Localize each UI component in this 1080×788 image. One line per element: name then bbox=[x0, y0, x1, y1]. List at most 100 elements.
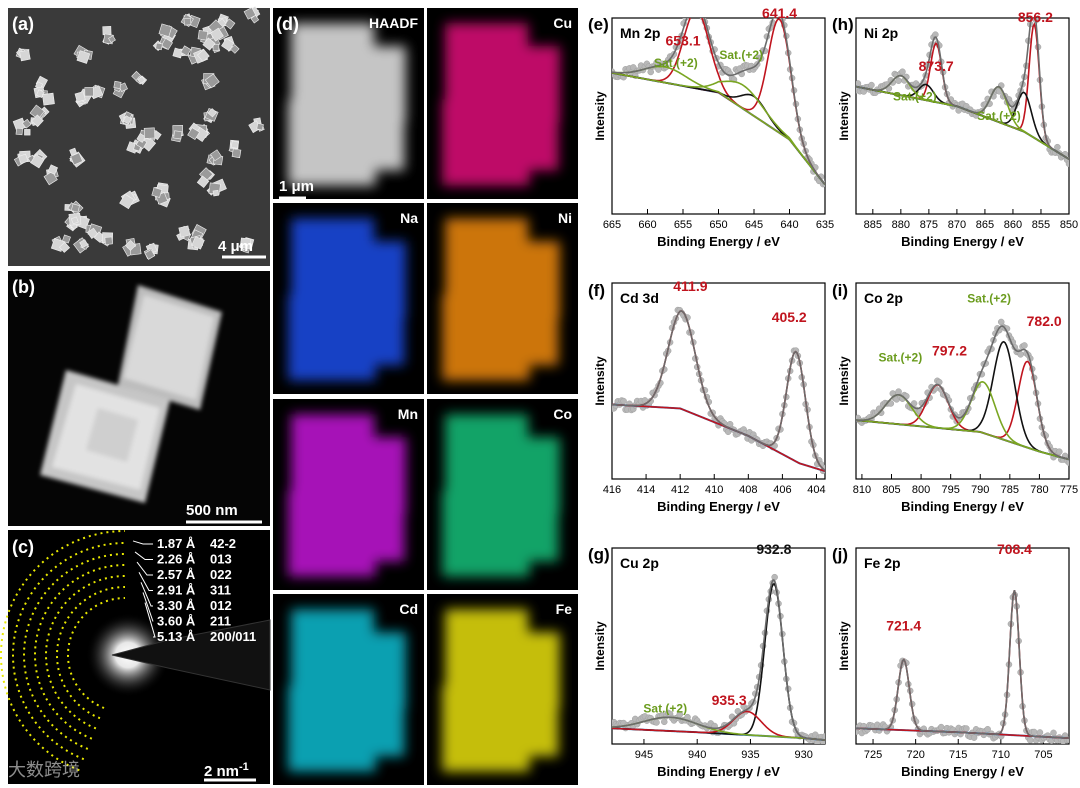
sem-crystal bbox=[187, 127, 200, 140]
diffraction-ring bbox=[34, 564, 126, 740]
data-point bbox=[1036, 729, 1044, 736]
fit-peak bbox=[612, 18, 825, 186]
sem-crystal bbox=[19, 49, 31, 62]
eds-map-haadf: HAADF bbox=[273, 8, 424, 199]
eds-map-label: Ni bbox=[558, 210, 572, 226]
sem-crystal bbox=[86, 227, 99, 240]
x-tick-label: 795 bbox=[941, 484, 959, 496]
chart-title: Ni 2p bbox=[864, 25, 898, 41]
y-axis-label: Intensity bbox=[593, 621, 607, 671]
sem-crystal bbox=[136, 133, 147, 143]
data-point bbox=[688, 4, 694, 10]
sem-crystal bbox=[79, 239, 89, 249]
x-axis-label: Binding Energy / eV bbox=[901, 234, 1024, 249]
eds-map-label: Cd bbox=[399, 601, 418, 617]
plot-frame bbox=[855, 282, 1070, 480]
data-point bbox=[647, 68, 654, 76]
sem-crystal bbox=[15, 127, 23, 136]
x-tick-label: 775 bbox=[1060, 484, 1078, 496]
chart-title: Co 2p bbox=[864, 290, 903, 306]
panel-d-eds: HAADF Cu Na Ni Mn Co Cd Fe (d) 1 μm bbox=[273, 8, 578, 785]
chart-title: Cd 3d bbox=[620, 290, 659, 306]
data-point bbox=[937, 723, 945, 731]
sem-crystal bbox=[61, 234, 71, 244]
fit-peak bbox=[612, 72, 825, 186]
xps-chart-j: (j) Fe 2p 725 720 715 710 705 Binding Energy / … bbox=[832, 541, 1070, 779]
data-point bbox=[620, 397, 627, 405]
ring-leader-line bbox=[140, 582, 153, 607]
panel-c-saed: 1.87 Å 42-2 2.26 Å 013 2.57 Å 022 2.91 Å 311 3.3… bbox=[0, 530, 271, 784]
ring-leader-line bbox=[134, 551, 153, 560]
sem-crystal bbox=[202, 37, 216, 51]
data-point bbox=[1056, 448, 1063, 455]
x-tick-label: 660 bbox=[638, 219, 656, 231]
x-tick-label: 940 bbox=[688, 749, 706, 761]
ring-hkl: 42-2 bbox=[210, 536, 236, 551]
sem-crystal bbox=[119, 193, 135, 210]
sem-crystal bbox=[30, 154, 45, 169]
x-tick-label: 404 bbox=[807, 484, 825, 496]
sem-crystal bbox=[207, 108, 217, 118]
diffraction-ring bbox=[23, 553, 126, 750]
sem-crystal bbox=[137, 76, 146, 85]
data-point bbox=[1017, 351, 1024, 358]
sem-crystal bbox=[178, 225, 191, 238]
data-point bbox=[1030, 728, 1038, 736]
data-point bbox=[661, 718, 668, 726]
plot-frame bbox=[855, 547, 1070, 745]
x-tick-label: 780 bbox=[1030, 484, 1048, 496]
fit-peak bbox=[856, 589, 1069, 739]
envelope-line bbox=[856, 18, 1069, 160]
scale-label-b: 500 nm bbox=[186, 502, 238, 519]
sem-crystal bbox=[24, 129, 31, 136]
ring-leader-line bbox=[144, 602, 156, 638]
peak-label: 405.2 bbox=[772, 309, 807, 325]
sem-crystal bbox=[70, 152, 83, 166]
background-line bbox=[856, 419, 1069, 461]
x-tick-label: 875 bbox=[920, 219, 938, 231]
ring-leader-line bbox=[132, 540, 153, 545]
diffraction-ring bbox=[45, 575, 126, 730]
x-tick-label: 810 bbox=[853, 484, 871, 496]
fit-peak bbox=[612, 310, 825, 472]
panel-label-b: (b) bbox=[12, 277, 35, 297]
data-point bbox=[686, 6, 692, 12]
sem-crystal bbox=[21, 118, 32, 129]
sem-crystal bbox=[204, 73, 220, 89]
data-point bbox=[771, 573, 778, 581]
x-tick-label: 860 bbox=[1004, 219, 1022, 231]
peak-label: 721.4 bbox=[886, 617, 921, 633]
ring-hkl: 311 bbox=[210, 583, 231, 598]
sem-crystal bbox=[212, 44, 220, 51]
eds-map-label: Cu bbox=[553, 15, 572, 31]
data-point bbox=[899, 68, 906, 75]
scale-label-d: 1 μm bbox=[279, 178, 314, 195]
eds-map-mn: Mn bbox=[273, 399, 424, 590]
satellite-label: Sat.(+2) bbox=[893, 89, 937, 103]
x-tick-label: 870 bbox=[948, 219, 966, 231]
xps-chart-f: (f) Cd 3d 416 414 412 410 408 406 404 Binding Ene… bbox=[588, 278, 826, 514]
sem-crystal bbox=[243, 7, 257, 20]
y-axis-label: Intensity bbox=[593, 91, 607, 141]
sem-crystal bbox=[230, 44, 240, 54]
data-point bbox=[910, 400, 918, 407]
sem-crystal bbox=[102, 26, 112, 36]
x-tick-label: 408 bbox=[739, 484, 757, 496]
eds-map-cu: Cu bbox=[427, 8, 578, 199]
data-point bbox=[696, 7, 702, 13]
sem-crystal bbox=[183, 17, 192, 26]
sem-crystal bbox=[108, 35, 116, 44]
sem-crystal bbox=[173, 130, 183, 140]
data-point bbox=[1027, 737, 1034, 744]
x-tick-label: 865 bbox=[976, 219, 994, 231]
plot-frame bbox=[855, 17, 1070, 215]
satellite-label: Sat.(+2) bbox=[719, 48, 763, 62]
y-axis-label: Intensity bbox=[593, 356, 607, 406]
sem-crystal bbox=[70, 203, 80, 213]
panel-label-j: (j) bbox=[832, 545, 848, 564]
x-tick-label: 850 bbox=[1060, 219, 1078, 231]
ring-hkl: 012 bbox=[210, 598, 232, 613]
data-point bbox=[895, 77, 902, 85]
panel-label-i: (i) bbox=[832, 281, 848, 300]
y-axis-label: Intensity bbox=[837, 356, 851, 406]
